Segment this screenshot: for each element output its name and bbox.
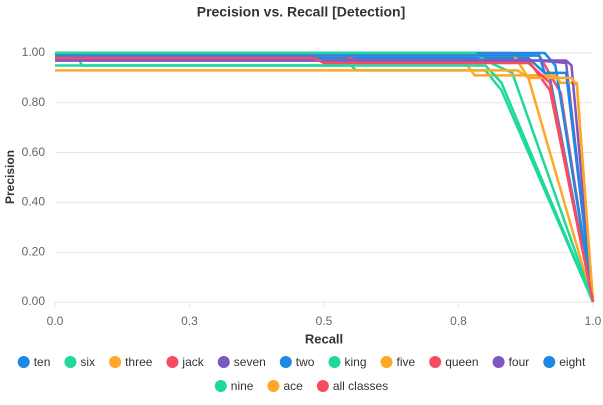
x-tick-label: 0.3 xyxy=(181,314,198,328)
legend-label: ace xyxy=(283,379,303,393)
legend-item: all classes xyxy=(316,379,388,393)
y-tick-label: 1.00 xyxy=(22,45,46,59)
legend-label: five xyxy=(397,355,416,369)
legend-label: three xyxy=(125,355,153,369)
y-tick-label: 0.00 xyxy=(22,294,46,308)
legend-item: seven xyxy=(217,355,266,369)
y-tick-label: 0.40 xyxy=(22,195,46,209)
y-tick-label: 0.20 xyxy=(22,244,46,258)
legend-swatch xyxy=(279,356,292,368)
series-line xyxy=(55,64,595,303)
x-tick-label: 0.0 xyxy=(47,314,64,328)
legend-label: king xyxy=(344,355,366,369)
series-line xyxy=(55,54,595,303)
legend-label: queen xyxy=(445,355,478,369)
legend-item: king xyxy=(328,355,367,369)
legend-item: two xyxy=(279,355,315,369)
legend-item: three xyxy=(109,355,153,369)
legend-swatch xyxy=(492,356,505,368)
series-line xyxy=(55,54,595,303)
series-line xyxy=(55,51,595,303)
series-line xyxy=(54,51,595,303)
legend-swatch xyxy=(429,356,442,368)
legend-swatch xyxy=(17,356,30,368)
legend-item: six xyxy=(64,355,95,369)
legend-item: ten xyxy=(17,355,51,369)
series-line xyxy=(55,51,595,303)
series-line xyxy=(55,59,595,303)
series-line xyxy=(55,56,595,303)
series-line xyxy=(55,51,595,303)
chart-title: Precision vs. Recall [Detection] xyxy=(197,4,406,20)
legend-label: four xyxy=(509,355,530,369)
series-line xyxy=(55,69,595,303)
series-line xyxy=(55,51,595,303)
legend-item: jack xyxy=(166,355,205,369)
legend-item: eight xyxy=(543,355,586,369)
legend-swatch xyxy=(380,356,393,368)
legend-label: ten xyxy=(34,355,51,369)
x-tick-label: 0.5 xyxy=(316,314,333,328)
legend-swatch xyxy=(217,356,230,368)
legend-label: jack xyxy=(181,355,204,369)
legend-label: eight xyxy=(559,355,586,369)
x-tick-label: 1.0 xyxy=(585,314,602,328)
series-line xyxy=(55,59,595,303)
legend-item: four xyxy=(492,355,530,369)
legend-label: all classes xyxy=(333,379,388,393)
legend-swatch xyxy=(316,380,329,392)
y-tick-label: 0.80 xyxy=(22,95,46,109)
legend-item: ace xyxy=(267,379,303,393)
x-tick-label: 0.8 xyxy=(450,314,467,328)
legend-label: two xyxy=(296,355,315,369)
legend-swatch xyxy=(109,356,122,368)
legend-label: seven xyxy=(234,355,266,369)
x-axis-label: Recall xyxy=(305,331,343,346)
legend-swatch xyxy=(267,380,280,392)
legend-swatch xyxy=(543,356,556,368)
legend-item: nine xyxy=(214,379,254,393)
legend-item: five xyxy=(380,355,416,369)
legend-swatch xyxy=(64,356,77,368)
legend-swatch xyxy=(166,356,179,368)
series-line xyxy=(55,54,595,303)
y-axis-label: Precision xyxy=(3,150,17,204)
legend-swatch xyxy=(214,380,227,392)
legend-label: nine xyxy=(231,379,254,393)
legend-item: queen xyxy=(429,355,479,369)
legend-label: six xyxy=(80,355,95,369)
legend-swatch xyxy=(328,356,341,368)
y-tick-label: 0.60 xyxy=(22,145,46,159)
series-line xyxy=(55,59,595,303)
